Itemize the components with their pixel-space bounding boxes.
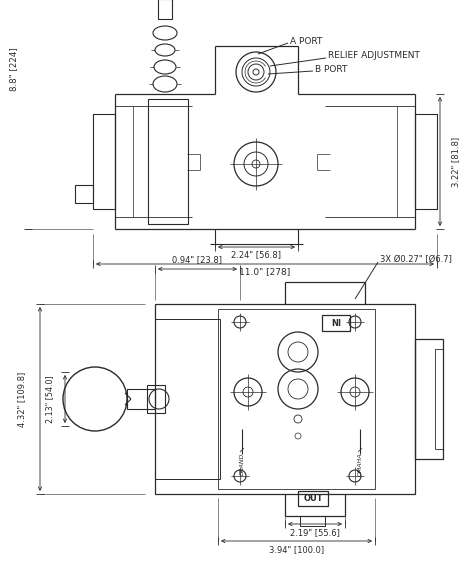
Text: 11.0" [278]: 11.0" [278] bbox=[239, 267, 291, 276]
Bar bbox=[155, 319, 220, 479]
Text: 2.19" [55.6]: 2.19" [55.6] bbox=[290, 529, 340, 537]
Bar bbox=[415, 114, 437, 209]
Bar bbox=[435, 349, 443, 449]
Bar bbox=[155, 304, 415, 494]
Text: 2.24" [56.8]: 2.24" [56.8] bbox=[231, 251, 282, 259]
Bar bbox=[158, 0, 172, 19]
Text: 3.22" [81.8]: 3.22" [81.8] bbox=[452, 137, 461, 186]
Text: 4.32" [109.8]: 4.32" [109.8] bbox=[18, 371, 27, 427]
Text: 2.13" [54.0]: 2.13" [54.0] bbox=[46, 375, 55, 423]
Text: 3X Ø0.27" [Ø6.7]: 3X Ø0.27" [Ø6.7] bbox=[380, 256, 452, 265]
Bar bbox=[75, 185, 93, 203]
Text: 8.8" [224]: 8.8" [224] bbox=[9, 47, 18, 91]
Text: RELIEF ADJUSTMENT: RELIEF ADJUSTMENT bbox=[328, 51, 420, 61]
Text: A PORT: A PORT bbox=[290, 36, 322, 46]
Text: NI: NI bbox=[331, 318, 341, 328]
Bar bbox=[218, 309, 375, 489]
Text: OMAHA: OMAHA bbox=[357, 452, 363, 476]
Bar bbox=[415, 339, 443, 459]
Bar bbox=[93, 114, 115, 209]
Text: OUT: OUT bbox=[303, 494, 323, 503]
Bar bbox=[148, 99, 188, 224]
Bar bbox=[300, 516, 325, 526]
Bar bbox=[298, 491, 328, 506]
Bar bbox=[127, 389, 155, 409]
Text: BRAND: BRAND bbox=[239, 453, 245, 475]
Bar bbox=[322, 315, 350, 331]
Bar bbox=[147, 385, 165, 413]
Text: 3.94" [100.0]: 3.94" [100.0] bbox=[269, 545, 324, 554]
Text: 0.94" [23.8]: 0.94" [23.8] bbox=[173, 256, 222, 265]
Text: B PORT: B PORT bbox=[315, 64, 347, 74]
